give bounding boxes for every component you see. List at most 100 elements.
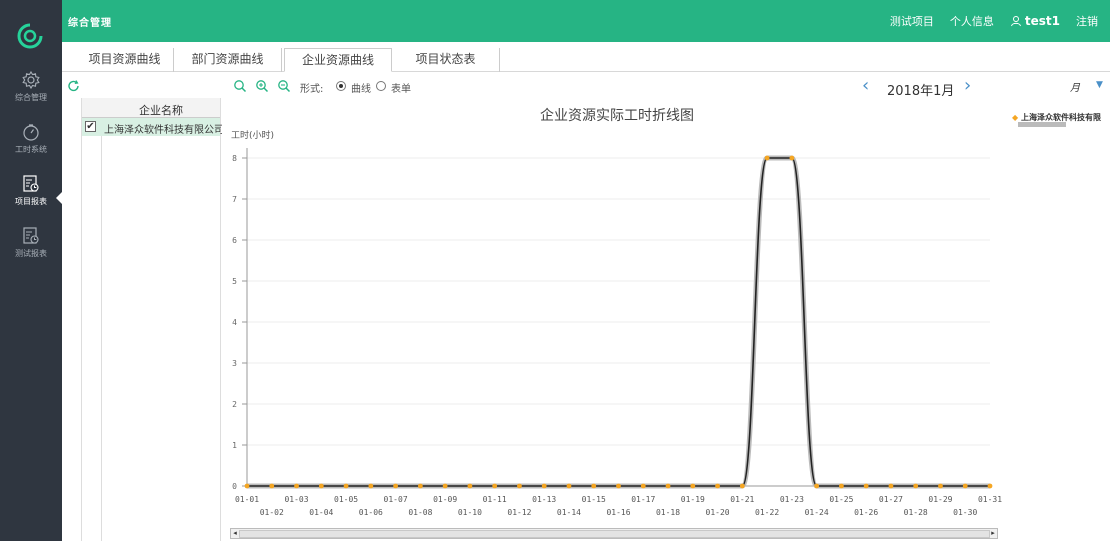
- data-point[interactable]: [393, 483, 398, 489]
- refresh-icon[interactable]: [67, 79, 81, 93]
- zoom-in-icon[interactable]: [255, 79, 269, 93]
- data-point[interactable]: [987, 483, 993, 489]
- data-point[interactable]: [715, 483, 720, 489]
- stopwatch-icon: [23, 124, 39, 141]
- chart-title: 企业资源实际工时折线图: [540, 107, 694, 124]
- report-icon: [23, 227, 39, 244]
- app-logo-icon: [17, 23, 43, 49]
- data-point[interactable]: [863, 483, 869, 489]
- x-tick-label: 01-18: [656, 508, 680, 517]
- scroll-left-arrow[interactable]: ◂: [233, 529, 237, 537]
- user-icon: [1010, 16, 1021, 27]
- y-tick-label: 6: [232, 236, 237, 245]
- chart-horizontal-scrollbar[interactable]: ◂ ▸: [230, 528, 998, 539]
- zoom-out-icon[interactable]: [277, 79, 291, 93]
- x-tick-label: 01-05: [334, 495, 358, 504]
- scroll-right-arrow[interactable]: ▸: [991, 529, 995, 537]
- x-tick-label: 01-07: [384, 495, 408, 504]
- x-tick-label: 01-06: [359, 508, 383, 517]
- legend-scrollbar[interactable]: [1018, 122, 1066, 127]
- data-point[interactable]: [417, 483, 423, 489]
- y-tick-label: 4: [232, 318, 237, 327]
- logout-link[interactable]: 注销: [1076, 15, 1098, 28]
- tab-enterprise-resource-curve[interactable]: 企业资源曲线: [284, 48, 392, 72]
- x-tick-label: 01-17: [631, 495, 655, 504]
- x-tick-label: 01-01: [235, 495, 259, 504]
- data-point[interactable]: [913, 483, 919, 489]
- table-radio[interactable]: [376, 81, 386, 91]
- data-point[interactable]: [888, 483, 894, 489]
- data-point[interactable]: [517, 483, 522, 489]
- user-menu[interactable]: test1: [1010, 14, 1060, 28]
- scroll-thumb[interactable]: [239, 530, 990, 538]
- tab-project-status-table[interactable]: 项目状态表: [392, 48, 500, 72]
- sidebar-item-label: 综合管理: [15, 93, 47, 102]
- data-point[interactable]: [665, 483, 671, 489]
- data-point[interactable]: [269, 483, 275, 489]
- form-label: 形式:: [300, 84, 324, 95]
- data-point[interactable]: [789, 155, 795, 161]
- data-point[interactable]: [591, 483, 597, 489]
- data-point[interactable]: [467, 483, 473, 489]
- table-row[interactable]: ✔ 上海泽众软件科技有限公司: [82, 118, 222, 136]
- next-month-button[interactable]: ›: [964, 75, 972, 96]
- data-point[interactable]: [616, 483, 621, 489]
- data-point[interactable]: [244, 483, 250, 489]
- data-point[interactable]: [739, 483, 745, 489]
- table-header: 企业名称: [82, 98, 220, 118]
- data-point[interactable]: [343, 483, 349, 489]
- report-tabs: 项目资源曲线 部门资源曲线 企业资源曲线 项目状态表: [62, 44, 1110, 72]
- active-indicator: [56, 192, 62, 204]
- sidebar-item-general-management[interactable]: 综合管理: [0, 66, 62, 124]
- prev-month-button[interactable]: ‹: [862, 75, 870, 96]
- curve-option-label: 曲线: [351, 84, 371, 95]
- data-point[interactable]: [368, 483, 374, 489]
- x-tick-label: 01-10: [458, 508, 482, 517]
- x-tick-label: 01-14: [557, 508, 581, 517]
- x-tick-label: 01-28: [904, 508, 928, 517]
- curve-radio[interactable]: [336, 81, 346, 91]
- data-point[interactable]: [442, 483, 448, 489]
- data-point[interactable]: [962, 483, 968, 489]
- username: test1: [1024, 14, 1060, 28]
- chart-legend[interactable]: ◆ 上海泽众软件科技有限: [1012, 112, 1101, 123]
- sidebar-item-test-report[interactable]: 测试报表: [0, 222, 62, 280]
- current-month: 2018年1月: [887, 84, 955, 99]
- legend-label: 上海泽众软件科技有限: [1020, 113, 1101, 122]
- data-point[interactable]: [814, 483, 820, 489]
- page-title: 综合管理: [68, 18, 112, 29]
- data-point[interactable]: [839, 483, 844, 489]
- data-point[interactable]: [566, 483, 572, 489]
- gear-icon: [22, 70, 40, 90]
- chevron-down-icon[interactable]: ▼: [1096, 80, 1103, 90]
- search-icon[interactable]: [233, 79, 247, 93]
- period-unit-select[interactable]: 月: [1070, 83, 1080, 94]
- data-point[interactable]: [640, 483, 646, 489]
- y-tick-label: 2: [232, 400, 237, 409]
- current-project-link[interactable]: 测试项目: [889, 15, 934, 28]
- line-chart: 企业资源实际工时折线图 工时(小时) 01234567801-0101-0201…: [231, 107, 1002, 517]
- sidebar-item-label: 测试报表: [15, 249, 47, 258]
- sidebar-item-label: 项目报表: [15, 197, 47, 206]
- data-point[interactable]: [938, 483, 943, 489]
- profile-link[interactable]: 个人信息: [949, 15, 994, 28]
- tab-project-resource-curve[interactable]: 项目资源曲线: [76, 48, 174, 72]
- data-point[interactable]: [492, 483, 498, 489]
- x-tick-label: 01-11: [483, 495, 507, 504]
- x-tick-label: 01-27: [879, 495, 903, 504]
- data-point[interactable]: [294, 483, 299, 489]
- table-option-label: 表单: [391, 84, 411, 95]
- sidebar-item-timesheet[interactable]: 工时系统: [0, 118, 62, 176]
- row-checkbox[interactable]: ✔: [85, 121, 96, 132]
- enterprise-name-cell: 上海泽众软件科技有限公司: [104, 125, 222, 136]
- data-point[interactable]: [318, 483, 324, 489]
- tab-department-resource-curve[interactable]: 部门资源曲线: [174, 48, 282, 72]
- y-tick-label: 0: [232, 482, 237, 491]
- x-tick-label: 01-23: [780, 495, 804, 504]
- x-tick-label: 01-20: [706, 508, 730, 517]
- data-point[interactable]: [764, 155, 770, 161]
- sidebar-item-project-report[interactable]: 项目报表: [0, 170, 62, 228]
- data-point[interactable]: [541, 483, 547, 489]
- data-point[interactable]: [690, 483, 696, 489]
- report-icon: [23, 175, 39, 192]
